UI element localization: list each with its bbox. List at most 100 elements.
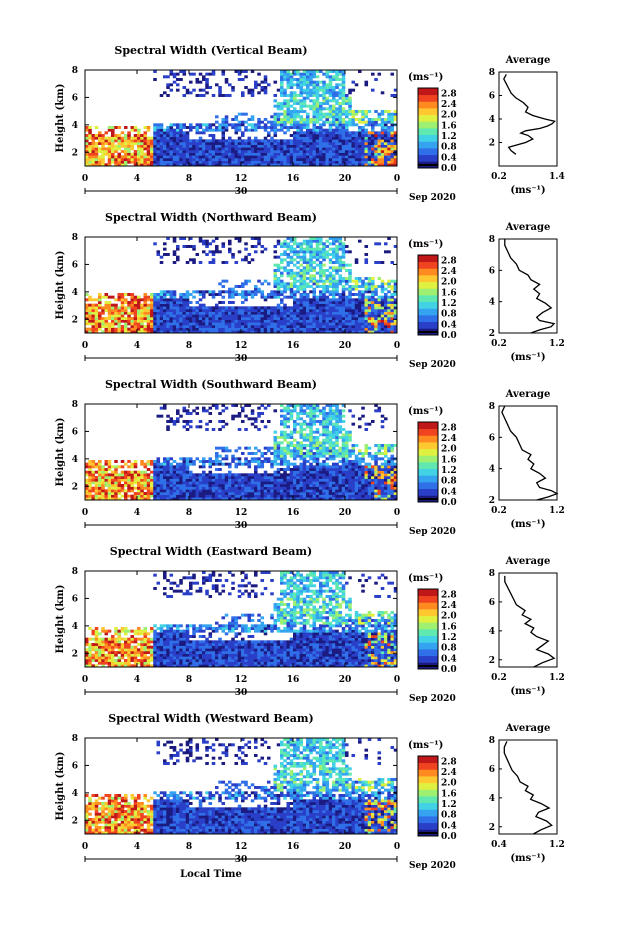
heatmap-cell [137,322,141,326]
heatmap-cell [150,147,154,151]
heatmap-cell [371,285,375,288]
heatmap-cell [299,441,304,445]
heatmap-cell [143,147,148,151]
heatmap-cell [257,150,261,153]
heatmap-cell [228,147,232,151]
heatmap-cell [260,155,265,159]
heatmap-cell [267,446,271,450]
heatmap-cell [286,160,291,164]
heatmap-cell [354,155,359,159]
heatmap-cell [296,290,300,294]
heatmap-cell [387,311,391,315]
heatmap-cell [185,489,190,493]
heatmap-cell [257,147,261,151]
heatmap-cell [205,242,209,246]
heatmap-cell [228,301,232,304]
heatmap-cell [228,317,232,320]
heatmap-cell [289,83,294,87]
heatmap-cell [319,322,323,326]
colorbar-tick-label: 2.0 [441,278,457,288]
heatmap-cell [208,460,213,463]
heatmap-cell [224,317,229,320]
heatmap-cell [85,139,89,143]
heatmap-cell [371,314,375,318]
heatmap-cell [211,494,216,498]
date-label: Sep 2020 [409,360,456,370]
heatmap-cell [332,261,336,264]
heatmap-cell [390,287,395,291]
average-y-tick-label: 4 [489,115,495,125]
heatmap-cell [234,123,239,127]
y-tick-label: 4 [72,121,78,131]
heatmap-cell [218,481,222,485]
heatmap-cell [332,107,336,111]
heatmap-cell [182,70,187,73]
heatmap-cell [111,147,115,151]
heatmap-cell [322,311,326,315]
heatmap-cell [309,78,313,81]
heatmap-cell [192,486,196,490]
heatmap-cell [205,245,209,248]
heatmap-cell [218,454,222,458]
heatmap-cell [319,242,323,246]
colorbar-tick-label: 1.6 [441,288,457,298]
heatmap-cell [192,88,196,92]
heatmap-cell [221,94,226,97]
heatmap-cell [237,250,242,254]
heatmap-cell [332,139,336,143]
heatmap-cell [250,139,255,143]
heatmap-cell [221,481,226,485]
heatmap-cell [315,139,320,143]
heatmap-cell [120,486,125,490]
heatmap-cell [393,330,398,334]
heatmap-cell [179,473,183,477]
heatmap-cell [260,327,265,331]
heatmap-cell [332,158,336,161]
heatmap-cell [104,481,109,485]
heatmap-cell [302,438,307,442]
heatmap-cell [195,155,200,159]
heatmap-cell [234,306,239,310]
heatmap-cell [367,322,372,326]
heatmap-cell [315,144,320,148]
heatmap-cell [276,497,281,501]
heatmap-cell [335,136,339,140]
heatmap-cell [387,163,391,167]
heatmap-cell [169,486,174,490]
heatmap-cell [133,497,138,501]
heatmap-cell [114,322,118,326]
heatmap-cell [306,269,310,272]
heatmap-cell [387,298,391,302]
heatmap-cell [335,94,339,97]
heatmap-cell [289,75,294,79]
heatmap-cell [364,327,369,331]
heatmap-cell [208,306,213,310]
heatmap-cell [205,83,209,87]
heatmap-cell [211,462,216,466]
heatmap-cell [286,120,291,124]
heatmap-cell [280,481,284,485]
heatmap-cell [137,136,141,140]
heatmap-cell [130,489,135,493]
heatmap-cell [166,425,170,429]
heatmap-cell [374,78,378,81]
heatmap-cell [179,414,183,418]
heatmap-cell [338,107,343,111]
heatmap-cell [312,83,317,87]
heatmap-cell [332,247,336,251]
heatmap-cell [250,115,255,119]
heatmap-cell [85,163,89,167]
heatmap-cell [273,269,278,272]
heatmap-cell [176,494,180,498]
heatmap-cell [179,306,183,310]
heatmap-cell [270,322,274,326]
heatmap-cell [195,486,200,490]
heatmap-cell [358,311,362,315]
heatmap-cell [286,314,291,318]
heatmap-cell [296,150,300,153]
heatmap-cell [328,99,333,103]
heatmap-cell [111,303,115,307]
heatmap-cell [163,468,167,471]
heatmap-cell [341,123,346,127]
heatmap-cell [348,163,352,167]
